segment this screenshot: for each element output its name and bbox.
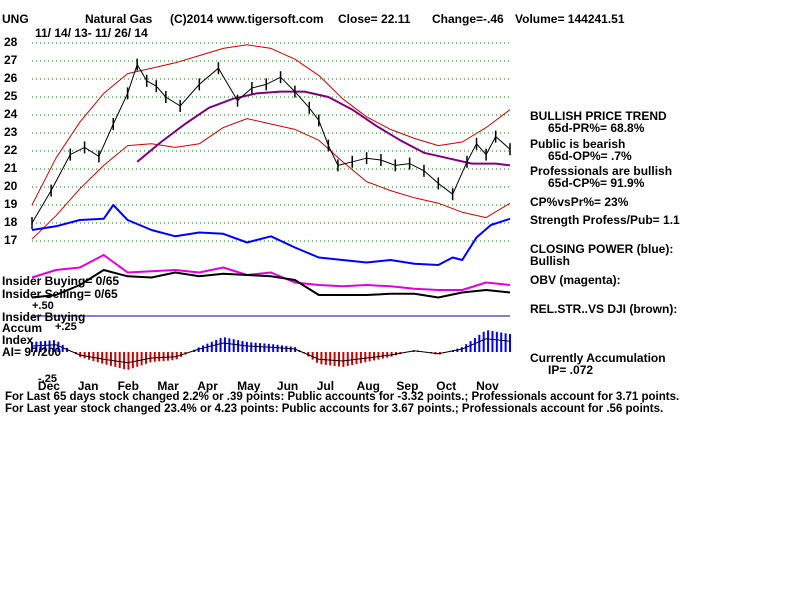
volume-value: Volume= 144241.51 (515, 12, 625, 26)
month-label-5: May (237, 379, 261, 393)
month-label-8: Aug (356, 379, 380, 393)
y-tick-label-6: 22 (4, 143, 18, 157)
month-label-4: Apr (197, 379, 218, 393)
month-label-3: Mar (157, 379, 179, 393)
footer-line-year: For Last year stock changed 23.4% or 4.2… (5, 403, 664, 415)
cp-value: 65d-CP%= 91.9% (548, 176, 645, 190)
y-tick-label-4: 24 (4, 107, 18, 121)
month-label-7: Jul (316, 379, 335, 393)
price-grid (32, 42, 510, 242)
y-tick-label-3: 25 (4, 89, 18, 103)
closing-power-label: CLOSING POWER (blue): (530, 242, 674, 256)
accumulation-histogram (31, 315, 511, 370)
public-label: Public is bearish (530, 137, 626, 151)
accum-ma-line (31, 338, 511, 364)
ticker: UNG (2, 12, 29, 26)
strength-value: Strength Profess/Pub= 1.1 (530, 213, 680, 227)
month-label-0: Dec (37, 379, 60, 393)
y-tick-label-11: 17 (4, 233, 18, 247)
upper-band-line (31, 44, 511, 206)
bands (31, 44, 511, 240)
lower-band-line (31, 118, 511, 240)
obv-label: OBV (magenta): (530, 273, 621, 287)
y-tick-label-10: 18 (4, 215, 18, 229)
month-label-11: Nov (476, 379, 499, 393)
insider-buying-label: Insider Buying (2, 310, 86, 324)
close-value: Close= 22.11 (338, 12, 411, 26)
y-tick-label-9: 19 (4, 197, 18, 211)
insider-buying: Insider Buying= 0/65 (2, 274, 120, 288)
accumulation-state: Currently Accumulation (530, 351, 666, 365)
accum-tick-plus25: +.25 (55, 321, 77, 333)
y-tick-label-7: 21 (4, 161, 18, 175)
y-tick-label-1: 27 (4, 53, 18, 67)
ip-value: IP= .072 (548, 363, 594, 377)
closing-power-state: Bullish (530, 254, 571, 268)
trend-label: BULLISH PRICE TREND (530, 109, 667, 123)
footer-line-65d: For Last 65 days stock changed 2.2% or .… (5, 391, 680, 403)
copyright: (C)2014 www.tigersoft.com (170, 12, 324, 26)
relstr-label: REL.STR..VS DJI (brown): (530, 302, 678, 316)
price-line (31, 63, 511, 224)
ai-value: AI= 97/200 (2, 345, 62, 359)
month-label-1: Jan (77, 379, 99, 393)
change-value: Change=-.46 (432, 12, 504, 26)
closing-power-line (31, 204, 511, 266)
y-tick-label-2: 26 (4, 71, 18, 85)
accum-label: Accum (2, 321, 43, 335)
y-tick-label-0: 28 (4, 35, 18, 49)
month-label-2: Feb (117, 379, 139, 393)
professionals-label: Professionals are bullish (530, 164, 673, 178)
chart-name: Natural Gas (85, 12, 153, 26)
op-value: 65d-OP%= .7% (548, 149, 632, 163)
accum-tick-minus25: -.25 (38, 373, 57, 385)
month-label-9: Sep (396, 379, 419, 393)
y-tick-label-8: 20 (4, 179, 18, 193)
relative-strength-line (31, 269, 511, 299)
indicator-lines (31, 58, 511, 299)
index-label: Index (2, 333, 34, 347)
moving-average-line (136, 90, 511, 167)
accum-tick-plus50: +.50 (32, 300, 54, 312)
month-label-6: Jun (276, 379, 299, 393)
insider-selling: Insider Selling= 0/65 (2, 287, 118, 301)
pr-value: 65d-PR%= 68.8% (548, 121, 645, 135)
y-tick-label-5: 23 (4, 125, 18, 139)
obv-line (31, 254, 511, 291)
month-label-10: Oct (436, 379, 457, 393)
cpvspr-value: CP%vsPr%= 23% (530, 195, 629, 209)
date-range: 11/ 14/ 13- 11/ 26/ 14 (35, 26, 148, 40)
